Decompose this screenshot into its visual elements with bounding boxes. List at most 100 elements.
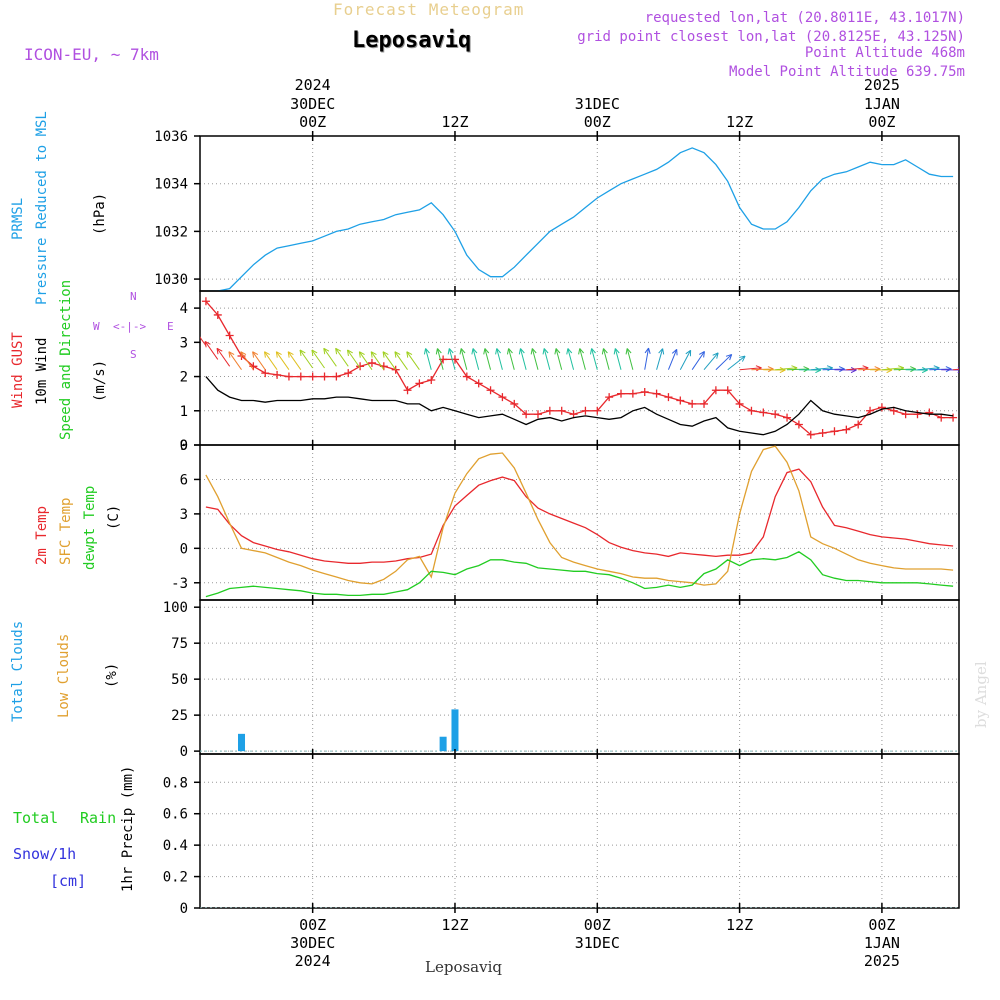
wind-arrow-head xyxy=(358,351,365,358)
wind-arrow xyxy=(775,367,798,371)
gust-marker xyxy=(640,387,649,396)
gust-marker xyxy=(711,386,720,395)
gust-marker xyxy=(700,399,709,408)
top-axis-label: 12Z xyxy=(726,113,753,131)
wind-arrow xyxy=(264,351,278,370)
gust-marker xyxy=(320,372,329,381)
wind-arrow xyxy=(252,351,266,370)
gust-marker xyxy=(213,310,222,319)
gust-marker xyxy=(391,365,400,374)
wind-arrow-head xyxy=(216,347,223,355)
gust-marker xyxy=(901,410,910,419)
y-tick-label: 0.8 xyxy=(163,775,188,791)
gust-marker xyxy=(308,372,317,381)
model-label: ICON-EU, ~ 7km xyxy=(24,45,159,64)
wind-arrow xyxy=(614,348,622,370)
wind-arrow xyxy=(739,367,762,371)
footer-location: Leposaviq xyxy=(425,958,502,976)
bottom-axis-year: 2024 xyxy=(295,952,331,970)
wind-arrow xyxy=(287,351,302,370)
gust-marker xyxy=(605,393,614,402)
gust-marker xyxy=(783,413,792,422)
top-axis-year: 2025 xyxy=(864,76,900,94)
bottom-axis-date: 30DEC xyxy=(290,934,335,952)
gust-marker xyxy=(617,389,626,398)
bottom-axis-year: 2025 xyxy=(864,952,900,970)
y-tick-label: 0 xyxy=(180,901,188,917)
plot-area xyxy=(200,709,959,752)
wind-arrow-head xyxy=(613,348,620,355)
bottom-axis-label: 00Z xyxy=(299,916,326,934)
y-tick-label: 1034 xyxy=(154,177,188,193)
gust-marker xyxy=(628,389,637,398)
gust-marker xyxy=(676,396,685,405)
gust-marker xyxy=(889,406,898,415)
compass-e-label: E xyxy=(167,320,174,333)
wind-arrow xyxy=(382,351,397,370)
wind-arrow-head xyxy=(483,348,490,355)
gust-marker xyxy=(225,331,234,340)
panel-wind: 0 1 2 3 4 xyxy=(180,290,960,454)
gust-marker xyxy=(261,369,270,378)
gust-marker xyxy=(273,370,282,379)
wind-arrow xyxy=(240,351,254,370)
cloud-bar xyxy=(451,709,459,752)
bottom-axis-label: 12Z xyxy=(441,916,468,934)
wind-arrow xyxy=(406,351,420,370)
gust-marker xyxy=(557,406,566,415)
wind-arrow-head xyxy=(382,351,389,358)
panel-frame xyxy=(199,290,960,446)
wind-arrow-head xyxy=(542,348,549,355)
gust-marker xyxy=(462,372,471,381)
gust-marker xyxy=(344,369,353,378)
gust-marker xyxy=(771,410,780,419)
plot-area xyxy=(205,147,954,291)
gust-marker xyxy=(296,372,305,381)
bottom-axis-label: 12Z xyxy=(726,916,753,934)
gust-marker xyxy=(866,406,875,415)
gust-marker xyxy=(427,375,436,384)
wind-arrow-head xyxy=(518,348,525,355)
wind-arrow xyxy=(591,348,598,370)
wind-arrow xyxy=(691,351,705,370)
gust-marker xyxy=(486,386,495,395)
y-tick-label: 2 xyxy=(180,370,188,386)
gust-marker xyxy=(415,379,424,388)
panel-temperature: -3 0 3 6 9 xyxy=(171,438,960,601)
snow-unit-label: [cm] xyxy=(50,872,87,890)
gust-marker xyxy=(356,362,365,371)
series-line-SFC Temp xyxy=(205,445,954,586)
y-tick-label: 1036 xyxy=(154,129,188,145)
point-altitude: Point Altitude 468m xyxy=(804,45,965,61)
wind-arrow-head xyxy=(323,347,330,355)
gust-marker xyxy=(652,389,661,398)
top-axis-label: 00Z xyxy=(299,113,326,131)
y-tick-label: -3 xyxy=(171,576,188,592)
wind-arrow-head xyxy=(554,348,561,355)
wind-arrow xyxy=(519,348,527,370)
gust-marker xyxy=(949,413,958,422)
top-axis-date: 1JAN xyxy=(864,95,900,113)
wind-arrow xyxy=(425,348,432,370)
wind-arrow xyxy=(200,336,207,347)
gust-marker xyxy=(794,420,803,429)
y-tick-label: 0 xyxy=(180,744,188,760)
top-axis-label: 12Z xyxy=(441,113,468,131)
wind-arrow xyxy=(953,368,959,371)
wind-arrow xyxy=(567,348,575,370)
wind-arrow-head xyxy=(406,351,413,358)
wind-arrow xyxy=(881,367,904,371)
top-axis-date: 30DEC xyxy=(290,95,335,113)
wind-arrow-head xyxy=(240,351,247,358)
wind-arrow-head xyxy=(346,349,353,356)
bottom-axis-date: 31DEC xyxy=(575,934,620,952)
wind-arrow xyxy=(751,368,774,371)
series-line-2m Temp xyxy=(205,468,954,564)
gust-marker xyxy=(593,406,602,415)
wind-arrow xyxy=(667,349,678,370)
gust-marker xyxy=(201,297,210,306)
wind-arrow-head xyxy=(578,348,585,355)
wind-arrow xyxy=(579,348,586,370)
wind-arrow xyxy=(715,354,733,371)
y-tick-label: 1 xyxy=(180,404,188,420)
